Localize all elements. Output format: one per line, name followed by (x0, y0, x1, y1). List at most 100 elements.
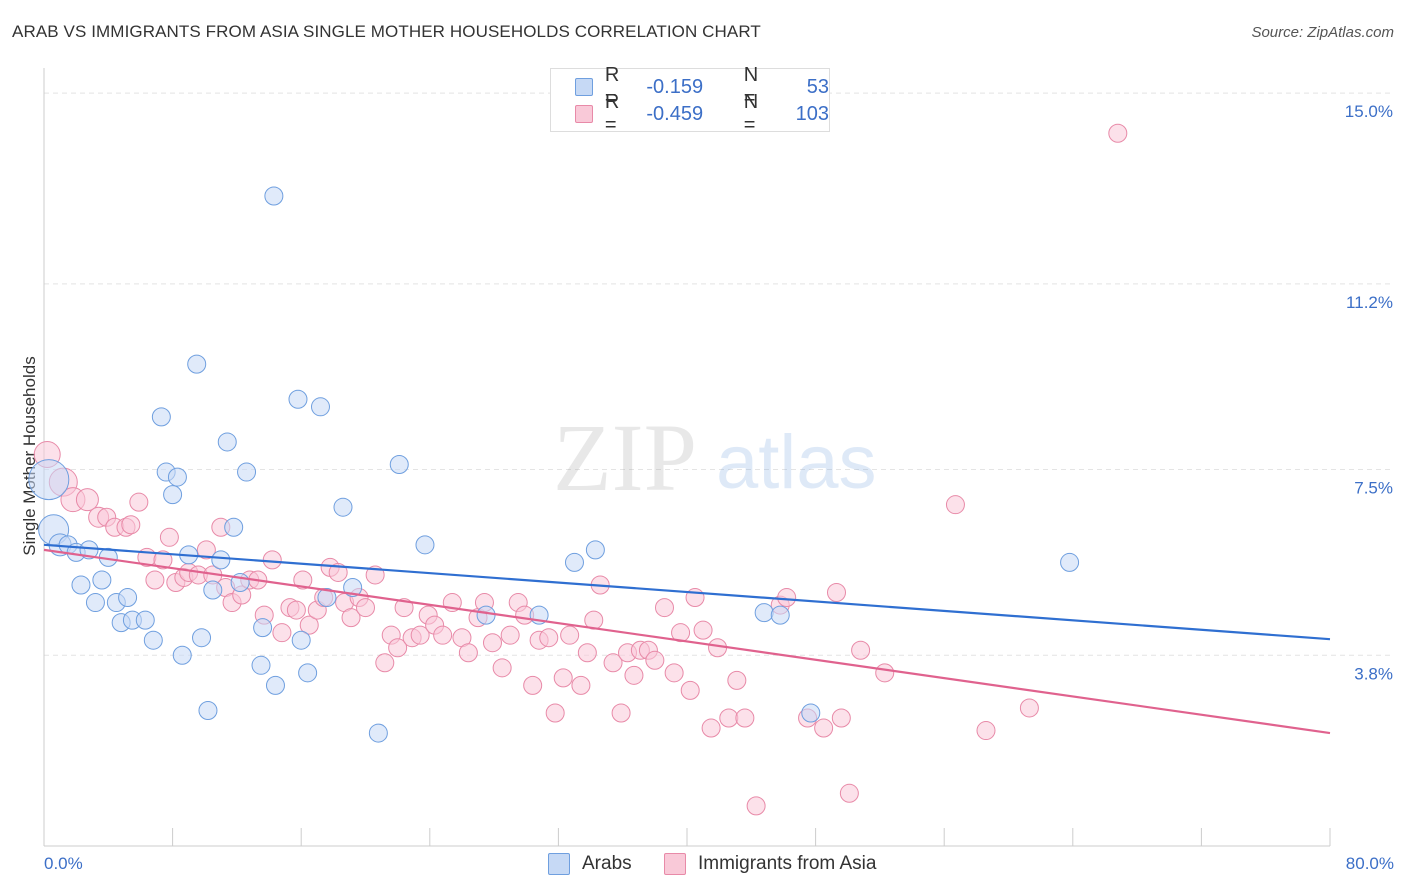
source-note: Source: ZipAtlas.com (1251, 24, 1394, 41)
asia-point (545, 703, 565, 723)
asia-point (976, 721, 996, 741)
asia-point (356, 598, 375, 618)
bottom-legend-arabs: Arabs (548, 852, 632, 876)
legend-n-label: N = (743, 64, 759, 109)
asia-point (571, 675, 591, 695)
asia-point (875, 663, 895, 683)
arabs-point (754, 603, 774, 623)
asia-point (1019, 698, 1039, 718)
asia-point (341, 608, 361, 628)
bottom-legend-asia: Immigrants from Asia (664, 852, 876, 876)
arabs-point (265, 675, 285, 695)
page-title: ARAB VS IMMIGRANTS FROM ASIA SINGLE MOTH… (12, 22, 761, 41)
asia-point (75, 488, 99, 512)
y-axis-label: Single Mother Households (20, 356, 39, 555)
y-tick-label: 11.2% (1346, 293, 1393, 312)
arabs-legend-swatch-icon (548, 853, 570, 875)
legend-row-asia: R = -0.459 N = 103 (575, 91, 829, 136)
asia-point (553, 668, 573, 688)
arabs-point (187, 354, 207, 374)
asia-point (482, 633, 502, 653)
bottom-legend-arabs-label: Arabs (582, 853, 632, 874)
arabs-point (368, 723, 388, 743)
arabs-swatch-icon (575, 78, 593, 96)
asia-point (735, 708, 755, 728)
asia-point (671, 623, 691, 643)
arabs-point (288, 389, 308, 409)
arabs-point (143, 630, 163, 650)
arabs-point (770, 605, 790, 625)
legend-arabs-r: -0.159 (646, 75, 704, 98)
arabs-point (264, 186, 284, 206)
asia-point (328, 562, 348, 582)
arabs-point (203, 580, 223, 600)
arabs-point (192, 628, 212, 648)
arabs-point (389, 455, 409, 475)
legend-r-label: R = (604, 91, 620, 136)
asia-point (560, 625, 580, 645)
arabs-point (333, 497, 353, 517)
arabs-point (415, 535, 435, 555)
asia-point (500, 625, 520, 645)
arabs-point (151, 407, 171, 427)
asia-point (611, 703, 631, 723)
asia-point (814, 718, 834, 738)
asia-point (680, 680, 700, 700)
arabs-point (118, 588, 138, 608)
arabs-point (135, 610, 155, 630)
trend-lines (43, 543, 1331, 735)
asia-trend-line (43, 548, 1331, 735)
arabs-point (92, 570, 112, 590)
asia-point (577, 643, 597, 663)
arabs-point (291, 630, 311, 650)
bottom-legend-asia-label: Immigrants from Asia (698, 853, 877, 874)
legend-asia-n: 103 (795, 102, 829, 125)
arabs-points (28, 186, 1080, 743)
asia-point (433, 625, 453, 645)
arabs-point (237, 462, 257, 482)
arabs-point (343, 578, 363, 598)
arabs-point (564, 552, 584, 572)
asia-point (831, 708, 851, 728)
legend-row-arabs: R = -0.159 N = 53 (575, 64, 829, 109)
y-tick-label: 3.8% (1354, 664, 1393, 683)
asia-point (159, 527, 179, 547)
asia-point (523, 675, 543, 695)
asia-point (851, 640, 871, 660)
x-tick-label-min: 0.0% (44, 854, 83, 873)
asia-legend-swatch-icon (664, 853, 686, 875)
y-tick-label: 15.0% (1345, 102, 1393, 121)
asia-point (129, 492, 149, 512)
asia-point (293, 570, 313, 590)
arabs-point (224, 517, 244, 537)
arabs-point (198, 700, 218, 720)
asia-point (645, 650, 665, 670)
y-tick-label: 7.5% (1354, 479, 1393, 498)
arabs-point (251, 655, 271, 675)
asia-point (701, 718, 721, 738)
arabs-point (310, 397, 330, 417)
arabs-point (167, 467, 187, 487)
arabs-point (298, 663, 318, 683)
asia-point (826, 583, 846, 603)
asia-point (196, 540, 216, 560)
arabs-point (585, 540, 605, 560)
asia-point (121, 515, 141, 535)
arabs-point (217, 432, 237, 452)
watermark-atlas: atlas (716, 420, 877, 505)
asia-point (458, 643, 478, 663)
x-tick-label-max: 80.0% (1346, 854, 1394, 873)
asia-point (153, 550, 173, 570)
asia-point (272, 623, 292, 643)
arabs-point (253, 618, 273, 638)
arabs-point (163, 485, 183, 505)
arabs-trend-line (43, 543, 1331, 641)
asia-point (719, 708, 739, 728)
legend-asia-r: -0.459 (646, 102, 704, 125)
watermark-zip: ZIP (553, 404, 697, 511)
asia-point (394, 598, 414, 618)
asia-point (1108, 123, 1128, 143)
asia-point (654, 598, 674, 618)
arabs-point (1060, 552, 1080, 572)
